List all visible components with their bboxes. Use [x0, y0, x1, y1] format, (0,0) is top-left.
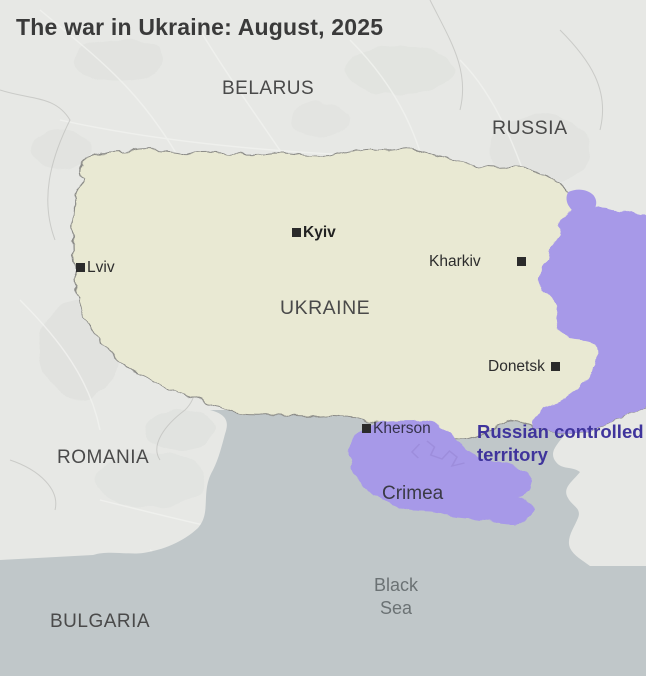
svg-text:Crimea: Crimea [382, 483, 444, 504]
svg-text:Sea: Sea [380, 598, 413, 618]
svg-text:RUSSIA: RUSSIA [492, 117, 568, 139]
svg-text:Donetsk: Donetsk [488, 358, 545, 375]
svg-text:Kharkiv: Kharkiv [429, 253, 481, 270]
svg-text:BELARUS: BELARUS [222, 78, 314, 99]
svg-text:Black: Black [374, 575, 419, 595]
svg-text:UKRAINE: UKRAINE [280, 297, 370, 319]
svg-text:BULGARIA: BULGARIA [50, 611, 150, 632]
svg-text:ROMANIA: ROMANIA [57, 447, 149, 468]
svg-text:territory: territory [477, 444, 549, 465]
svg-text:Lviv: Lviv [87, 259, 115, 276]
svg-text:Kherson: Kherson [373, 420, 431, 437]
svg-text:Russian controlled: Russian controlled [477, 421, 644, 442]
svg-text:Kyiv: Kyiv [303, 224, 336, 241]
